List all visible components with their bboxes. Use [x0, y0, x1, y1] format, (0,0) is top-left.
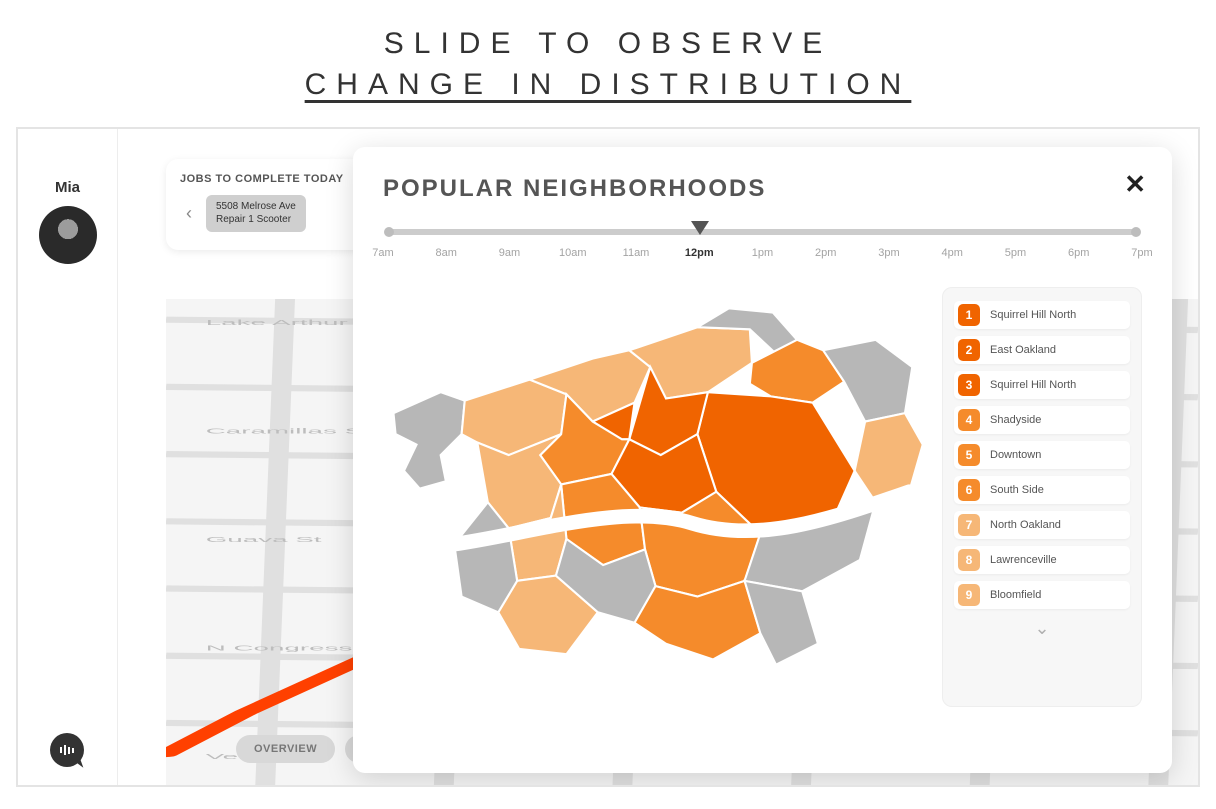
street-label: Caramillas St [206, 427, 372, 435]
ranking-label: Lawrenceville [990, 554, 1057, 566]
job-chip[interactable]: 5508 Melrose Ave Repair 1 Scooter [206, 195, 306, 232]
ranking-label: South Side [990, 484, 1044, 496]
overview-tab[interactable]: OVERVIEW [236, 735, 335, 763]
map-region[interactable] [393, 392, 464, 488]
slider-track[interactable] [389, 229, 1136, 235]
main-content: JOBS TO COMPLETE TODAY ‹ 5508 Melrose Av… [118, 129, 1198, 785]
job-chip-line2: Repair 1 Scooter [216, 214, 296, 227]
page-heading: SLIDE TO OBSERVE CHANGE IN DISTRIBUTION [0, 0, 1216, 115]
slider-ticks: 7am8am9am10am11am12pm1pm2pm3pm4pm5pm6pm7… [383, 247, 1142, 263]
ranking-label: Squirrel Hill North [990, 309, 1076, 321]
slider-tick: 1pm [752, 247, 773, 259]
ranking-label: North Oakland [990, 519, 1061, 531]
ranking-badge: 3 [958, 374, 980, 396]
app-frame: Mia JOBS TO COMPLETE TODAY ‹ 5508 Melros… [16, 127, 1200, 787]
ranking-badge: 8 [958, 549, 980, 571]
slider-tick: 3pm [878, 247, 899, 259]
slider-tick: 8am [436, 247, 457, 259]
left-rail: Mia [18, 129, 118, 785]
expand-more-icon[interactable]: ⌄ [954, 618, 1130, 639]
jobs-prev-button[interactable]: ‹ [180, 205, 198, 223]
ranking-item[interactable]: 9 Bloomfield [954, 581, 1130, 609]
neighborhood-ranking-panel: 1 Squirrel Hill North 2 East Oakland 3 Squirr… [942, 287, 1142, 707]
jobs-card-title: JOBS TO COMPLETE TODAY [180, 173, 372, 185]
ranking-badge: 5 [958, 444, 980, 466]
ranking-item[interactable]: 6 South Side [954, 476, 1130, 504]
slider-tick: 11am [623, 247, 650, 259]
job-chip-line1: 5508 Melrose Ave [216, 201, 296, 214]
user-name-label: Mia [18, 179, 117, 196]
ranking-item[interactable]: 8 Lawrenceville [954, 546, 1130, 574]
slider-tick: 7pm [1131, 247, 1152, 259]
street-label: Guava St [206, 536, 322, 544]
heading-line-2: CHANGE IN DISTRIBUTION [0, 65, 1216, 106]
slider-end-dot [1131, 227, 1141, 237]
ranking-item[interactable]: 7 North Oakland [954, 511, 1130, 539]
slider-tick: 2pm [815, 247, 836, 259]
voice-chat-icon[interactable] [50, 733, 84, 767]
ranking-item[interactable]: 2 East Oakland [954, 336, 1130, 364]
slider-tick: 10am [559, 247, 587, 259]
heading-line-1: SLIDE TO OBSERVE [0, 24, 1216, 65]
slider-tick: 5pm [1005, 247, 1026, 259]
voice-bars-icon [60, 745, 74, 755]
ranking-label: Bloomfield [990, 589, 1041, 601]
slider-tick: 12pm [685, 247, 714, 259]
ranking-badge: 9 [958, 584, 980, 606]
choropleth-map[interactable] [383, 287, 928, 707]
ranking-item[interactable]: 3 Squirrel Hill North [954, 371, 1130, 399]
ranking-label: East Oakland [990, 344, 1056, 356]
close-icon[interactable]: ✕ [1124, 169, 1146, 200]
slider-tick: 4pm [942, 247, 963, 259]
modal-title: POPULAR NEIGHBORHOODS [383, 175, 1142, 203]
time-slider[interactable]: 7am8am9am10am11am12pm1pm2pm3pm4pm5pm6pm7… [383, 229, 1142, 263]
ranking-label: Squirrel Hill North [990, 379, 1076, 391]
ranking-badge: 7 [958, 514, 980, 536]
slider-handle[interactable] [691, 221, 709, 235]
ranking-badge: 2 [958, 339, 980, 361]
slider-tick: 6pm [1068, 247, 1089, 259]
slider-tick: 9am [499, 247, 520, 259]
slider-tick: 7am [372, 247, 393, 259]
ranking-badge: 1 [958, 304, 980, 326]
ranking-item[interactable]: 5 Downtown [954, 441, 1130, 469]
user-avatar[interactable] [39, 206, 97, 264]
ranking-badge: 4 [958, 409, 980, 431]
ranking-item[interactable]: 1 Squirrel Hill North [954, 301, 1130, 329]
ranking-item[interactable]: 4 Shadyside [954, 406, 1130, 434]
ranking-badge: 6 [958, 479, 980, 501]
ranking-label: Shadyside [990, 414, 1041, 426]
neighborhoods-modal: POPULAR NEIGHBORHOODS ✕ 7am 8am 9am 10am 11a… [353, 147, 1172, 773]
ranking-label: Downtown [990, 449, 1041, 461]
slider-start-dot [384, 227, 394, 237]
